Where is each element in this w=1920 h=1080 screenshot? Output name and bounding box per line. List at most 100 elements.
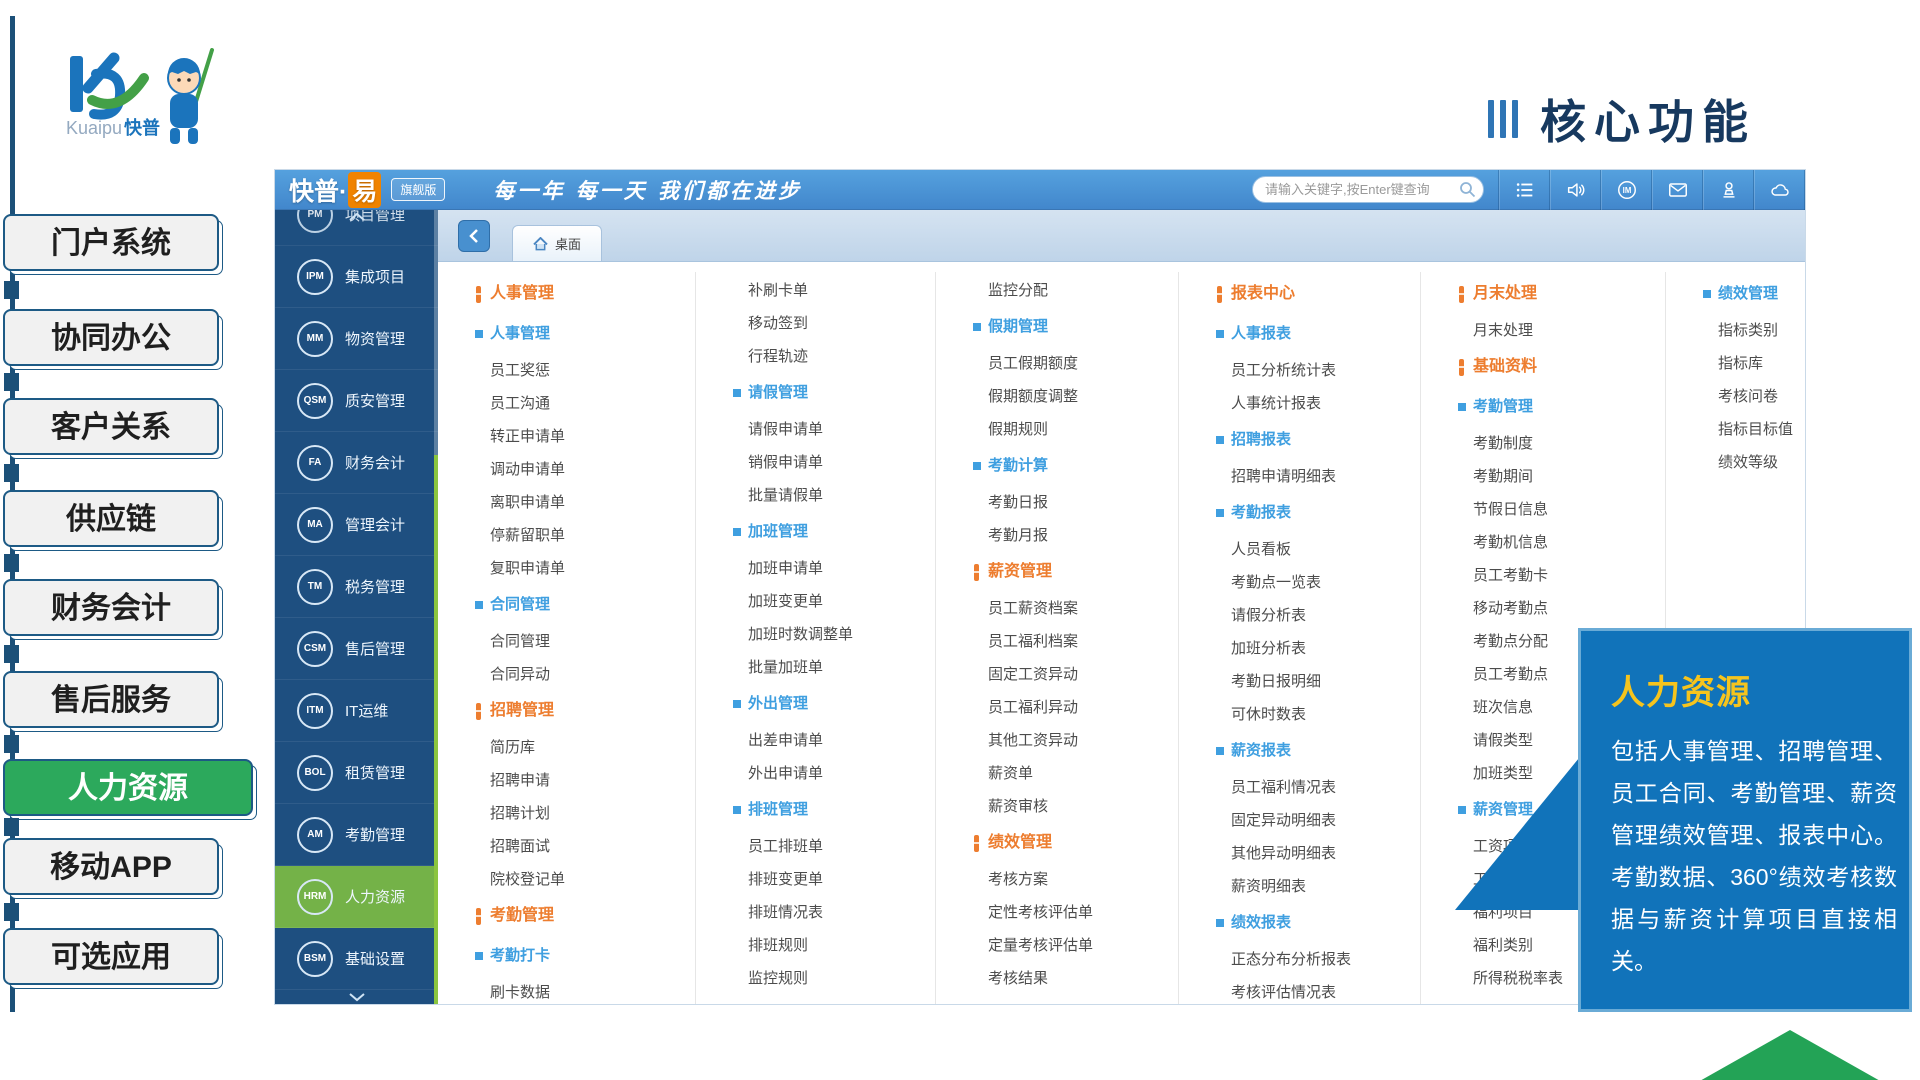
menu-item[interactable]: 员工分析统计表 (1179, 354, 1420, 387)
menu-item[interactable]: 指标库 (1666, 347, 1805, 380)
sidebar-module-bsm[interactable]: BSM 基础设置 (275, 928, 438, 990)
menu-item[interactable]: 员工考勤卡 (1421, 559, 1665, 592)
menu-item[interactable]: 院校登记单 (438, 863, 695, 896)
menu-item[interactable]: 考勤月报 (936, 519, 1178, 552)
sidebar-module-hrm[interactable]: HRM 人力资源 (275, 866, 438, 928)
menu-item[interactable]: 转正申请单 (438, 420, 695, 453)
menu-section-header[interactable]: 人事管理 (438, 314, 695, 354)
menu-item[interactable]: 月末处理 (1421, 314, 1665, 347)
menu-item[interactable]: 节假日信息 (1421, 493, 1665, 526)
menu-item[interactable]: 调动申请单 (438, 453, 695, 486)
sidebar-module-fa[interactable]: FA 财务会计 (275, 432, 438, 494)
sidebar-module-mm[interactable]: MM 物资管理 (275, 308, 438, 370)
left-nav-item[interactable]: 客户关系 (3, 398, 219, 455)
menu-item[interactable]: 加班申请单 (696, 552, 935, 585)
menu-item[interactable]: 定性考核评估单 (936, 896, 1178, 929)
menu-section-header[interactable]: 薪资报表 (1179, 731, 1420, 771)
menu-item[interactable]: 考勤点分配 (1421, 625, 1665, 658)
menu-item[interactable]: 请假类型 (1421, 724, 1665, 757)
menu-item[interactable]: 停薪留职单 (438, 519, 695, 552)
menu-section-header[interactable]: 排班管理 (696, 790, 935, 830)
menu-item[interactable]: 考勤日报 (936, 486, 1178, 519)
menu-section-header[interactable]: 招聘报表 (1179, 420, 1420, 460)
menu-item[interactable]: 考勤机信息 (1421, 526, 1665, 559)
menu-item[interactable]: 批量加班单 (696, 651, 935, 684)
sidebar-module-csm[interactable]: CSM 售后管理 (275, 618, 438, 680)
menu-section-header[interactable]: 考勤打卡 (438, 936, 695, 976)
menu-item[interactable]: 所得税税率表 (1421, 962, 1665, 995)
menu-item[interactable]: 员工福利情况表 (1179, 771, 1420, 804)
menu-item[interactable]: 绩效等级 (1666, 446, 1805, 479)
menu-item[interactable]: 员工奖惩 (438, 354, 695, 387)
menu-item[interactable]: 监控规则 (696, 962, 935, 995)
menu-section-header[interactable]: 假期管理 (936, 307, 1178, 347)
menu-item[interactable]: 离职申请单 (438, 486, 695, 519)
scroll-up-icon[interactable] (348, 212, 366, 221)
menu-item[interactable]: 班次信息 (1421, 691, 1665, 724)
menu-item[interactable]: 薪资明细表 (1179, 870, 1420, 903)
menu-item[interactable]: 考勤点一览表 (1179, 566, 1420, 599)
menu-item[interactable]: 指标目标值 (1666, 413, 1805, 446)
search-input[interactable] (1252, 176, 1484, 203)
search-icon[interactable] (1459, 181, 1476, 198)
volume-icon[interactable] (1550, 169, 1601, 210)
menu-item[interactable]: 请假分析表 (1179, 599, 1420, 632)
menu-item[interactable]: 考核评估情况表 (1179, 976, 1420, 1004)
menu-item[interactable]: 员工福利档案 (936, 625, 1178, 658)
left-nav-item[interactable]: 可选应用 (3, 928, 219, 985)
sidebar-module-itm[interactable]: ITM IT运维 (275, 680, 438, 742)
menu-item[interactable]: 请假申请单 (696, 413, 935, 446)
menu-item[interactable]: 复职申请单 (438, 552, 695, 585)
menu-section-header[interactable]: 考勤管理 (438, 896, 695, 936)
left-nav-item[interactable]: 售后服务 (3, 671, 219, 728)
menu-item[interactable]: 出差申请单 (696, 724, 935, 757)
left-nav-item[interactable]: 财务会计 (3, 579, 219, 636)
menu-item[interactable]: 员工薪资档案 (936, 592, 1178, 625)
menu-section-header[interactable]: 基础资料 (1421, 347, 1665, 387)
left-nav-item[interactable]: 供应链 (3, 490, 219, 547)
menu-item[interactable]: 其他异动明细表 (1179, 837, 1420, 870)
menu-section-header[interactable]: 考勤管理 (1421, 387, 1665, 427)
menu-section-header[interactable]: 合同管理 (438, 585, 695, 625)
menu-item[interactable]: 员工沟通 (438, 387, 695, 420)
menu-item[interactable]: 加班时数调整单 (696, 618, 935, 651)
menu-section-header[interactable]: 人事报表 (1179, 314, 1420, 354)
menu-section-header[interactable]: 考勤计算 (936, 446, 1178, 486)
sidebar-module-ma[interactable]: MA 管理会计 (275, 494, 438, 556)
menu-section-header[interactable]: 绩效管理 (936, 823, 1178, 863)
menu-item[interactable]: 假期规则 (936, 413, 1178, 446)
menu-item[interactable]: 考核结果 (936, 962, 1178, 995)
menu-item[interactable]: 招聘申请 (438, 764, 695, 797)
menu-item[interactable]: 加班类型 (1421, 757, 1665, 790)
menu-item[interactable]: 薪资单 (936, 757, 1178, 790)
menu-item[interactable]: 排班情况表 (696, 896, 935, 929)
menu-item[interactable]: 考勤制度 (1421, 427, 1665, 460)
menu-item[interactable]: 假期额度调整 (936, 380, 1178, 413)
menu-item[interactable]: 监控分配 (936, 274, 1178, 307)
menu-section-header[interactable]: 请假管理 (696, 373, 935, 413)
menu-item[interactable]: 合同异动 (438, 658, 695, 691)
menu-section-header[interactable]: 绩效报表 (1179, 903, 1420, 943)
tab-desktop[interactable]: 桌面 (512, 225, 603, 261)
menu-item[interactable]: 排班规则 (696, 929, 935, 962)
menu-section-header[interactable]: 薪资管理 (1421, 790, 1665, 830)
menu-item[interactable]: 刷卡数据 (438, 976, 695, 1004)
menu-item[interactable]: 考核方案 (936, 863, 1178, 896)
menu-section-header[interactable]: 报表中心 (1179, 274, 1420, 314)
menu-item[interactable]: 加班变更单 (696, 585, 935, 618)
menu-item[interactable]: 固定工资异动 (936, 658, 1178, 691)
menu-item[interactable]: 合同管理 (438, 625, 695, 658)
menu-item[interactable]: 移动考勤点 (1421, 592, 1665, 625)
menu-item[interactable]: 固定异动明细表 (1179, 804, 1420, 837)
menu-section-header[interactable]: 薪资管理 (936, 552, 1178, 592)
sidebar-module-qsm[interactable]: QSM 质安管理 (275, 370, 438, 432)
menu-item[interactable]: 员工福利异动 (936, 691, 1178, 724)
back-button[interactable] (458, 220, 490, 252)
menu-item[interactable]: 招聘计划 (438, 797, 695, 830)
sidebar-module-ipm[interactable]: IPM 集成项目 (275, 246, 438, 308)
menu-item[interactable]: 考勤期间 (1421, 460, 1665, 493)
menu-item[interactable]: 移动签到 (696, 307, 935, 340)
menu-item[interactable]: 员工考勤点 (1421, 658, 1665, 691)
menu-item[interactable]: 员工假期额度 (936, 347, 1178, 380)
menu-item[interactable]: 可休时数表 (1179, 698, 1420, 731)
